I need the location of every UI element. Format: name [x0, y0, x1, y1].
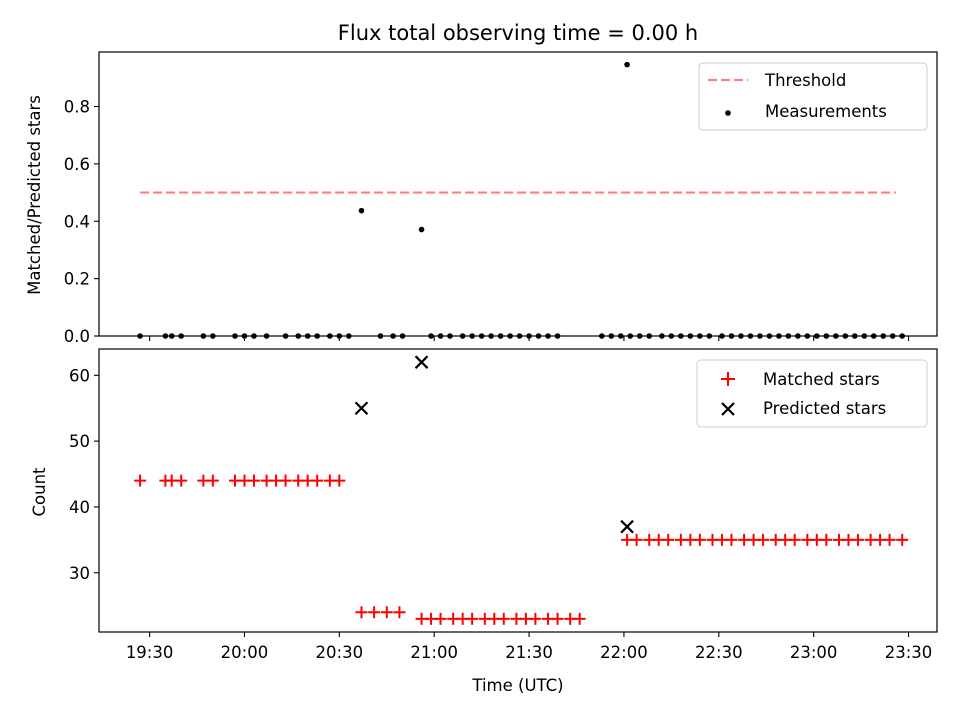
bottom-panel: Count Time (UTC) 30 40 50 60 19:30 20:00 20:3… [30, 348, 938, 695]
matched-star-marker [134, 474, 147, 487]
matched-star-marker [279, 474, 292, 487]
measurement-point [358, 207, 365, 214]
matched-star-marker [851, 533, 864, 546]
predicted-star-marker [620, 519, 634, 534]
top-legend: Threshold Measurements [698, 62, 928, 131]
bottom-y-axis-label: Count [30, 467, 49, 517]
bottom-y-tick-label: 60 [69, 366, 90, 385]
matched-star-marker [355, 606, 368, 619]
top-y-tick-label: 0.8 [64, 98, 90, 117]
matched-star-marker [497, 612, 510, 625]
x-tick-label: 21:30 [505, 643, 553, 662]
matched-star-marker [551, 612, 564, 625]
legend-measurements-label: Measurements [765, 102, 887, 121]
matched-star-marker [175, 474, 188, 487]
x-tick-label: 22:30 [695, 643, 743, 662]
top-panel: Flux total observing time = 0.00 h Match… [25, 21, 938, 346]
legend-threshold-label: Threshold [764, 71, 846, 90]
matched-star-marker [883, 533, 896, 546]
bottom-y-tick-label: 40 [69, 498, 90, 517]
matched-star-marker [820, 533, 833, 546]
x-tick-label: 19:30 [126, 643, 174, 662]
bottom-y-tick-label: 30 [69, 564, 90, 583]
top-y-tick-label: 0.2 [64, 270, 90, 289]
matched-star-marker [529, 612, 542, 625]
top-y-ticks: 0.0 0.2 0.4 0.6 0.8 [64, 98, 99, 346]
matched-star-marker [662, 533, 675, 546]
matched-star-marker [311, 474, 324, 487]
matched-star-marker [896, 533, 909, 546]
bottom-legend: Matched stars Predicted stars [696, 359, 928, 428]
legend-predicted-label: Predicted stars [763, 399, 886, 418]
matched-star-marker [368, 606, 381, 619]
legend-matched-swatch [721, 372, 735, 386]
predicted-star-marker [354, 401, 369, 416]
top-y-tick-label: 0.6 [64, 155, 90, 174]
matched-star-marker [247, 474, 260, 487]
measurement-point [624, 61, 630, 68]
bottom-axes-frame [98, 348, 938, 633]
top-axes-frame [98, 51, 938, 337]
legend-matched-label: Matched stars [763, 370, 880, 389]
x-tick-label: 23:30 [885, 643, 933, 662]
matched-star-marker [573, 612, 586, 625]
matched-star-marker [333, 474, 346, 487]
bottom-legend-box [696, 359, 928, 428]
matched-star-marker [466, 612, 479, 625]
chart-title: Flux total observing time = 0.00 h [338, 21, 698, 45]
matched-star-marker [693, 533, 706, 546]
matched-star-marker [757, 533, 770, 546]
matched-star-marker [206, 474, 219, 487]
matched-star-marker [725, 533, 738, 546]
x-tick-label: 20:00 [221, 643, 269, 662]
bottom-y-ticks: 30 40 50 60 [69, 366, 99, 583]
top-y-axis-label: Matched/Predicted stars [25, 95, 44, 295]
x-tick-label: 22:00 [600, 643, 648, 662]
top-y-tick-label: 0.0 [64, 327, 90, 346]
matched-star-marker [630, 533, 643, 546]
bottom-x-ticks: 19:30 20:00 20:30 21:00 21:30 22:00 22:30 23:00… [126, 632, 933, 662]
matched-star-marker [380, 606, 393, 619]
x-tick-label: 21:00 [410, 643, 458, 662]
top-legend-box [698, 62, 928, 131]
legend-predicted-swatch [721, 402, 735, 416]
measurement-point [418, 226, 425, 233]
matched-star-marker [788, 533, 801, 546]
x-tick-label: 20:30 [316, 643, 364, 662]
matched-star-marker [393, 606, 406, 619]
bottom-marks [134, 355, 909, 625]
matched-star-marker [434, 612, 447, 625]
top-y-tick-label: 0.4 [64, 212, 90, 231]
x-axis-label: Time (UTC) [471, 676, 563, 695]
predicted-star-marker [414, 355, 429, 369]
legend-measurements-swatch [725, 110, 731, 116]
top-x-ticks [149, 336, 910, 341]
x-tick-label: 23:00 [790, 643, 838, 662]
bottom-y-tick-label: 50 [69, 432, 90, 451]
